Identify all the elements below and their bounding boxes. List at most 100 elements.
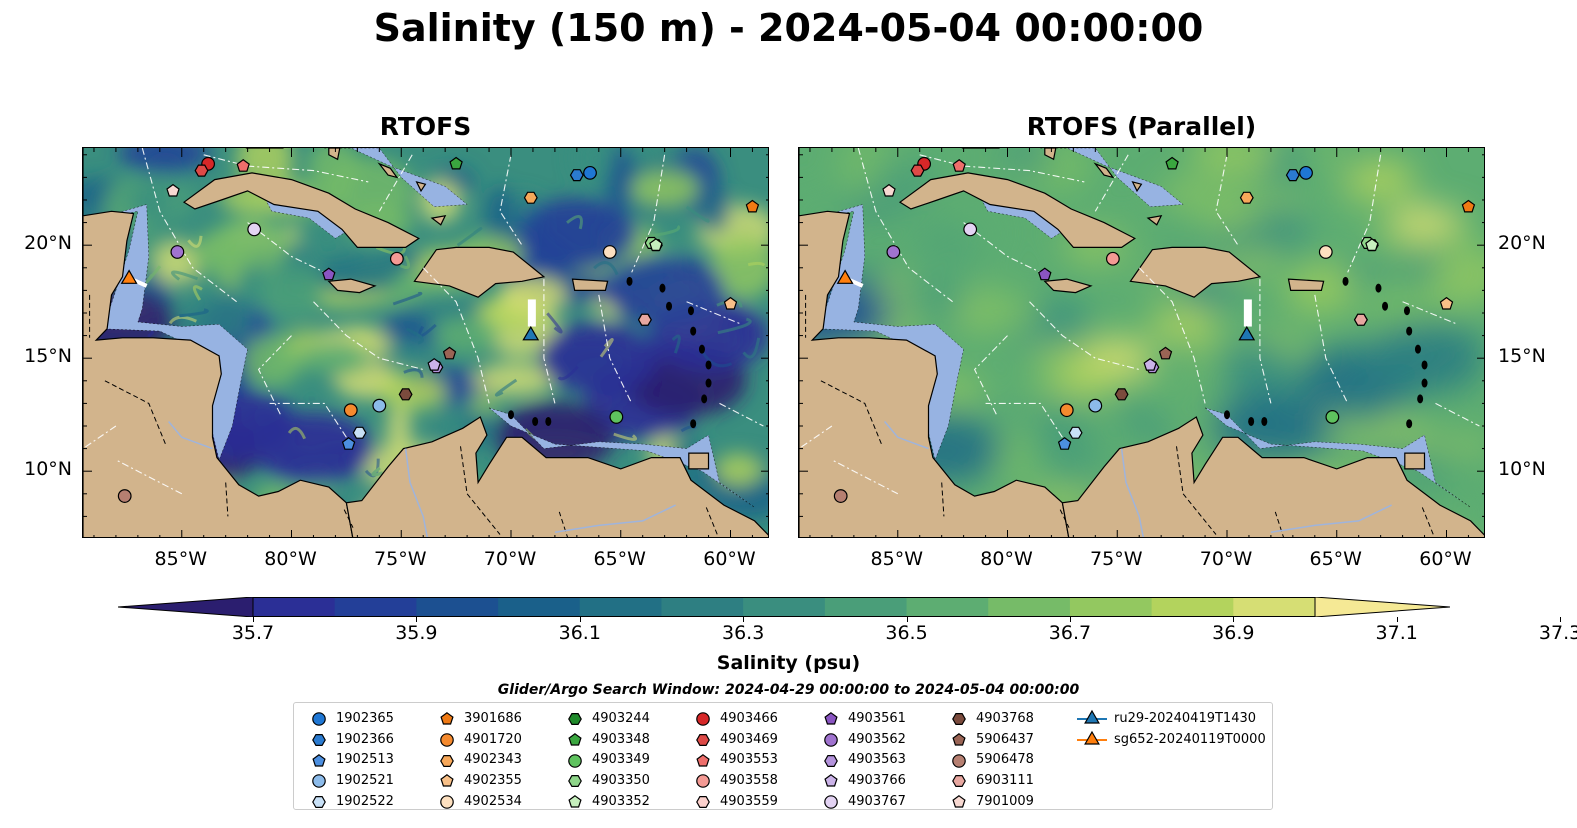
marker-1902365[interactable] <box>583 165 597 180</box>
legend-marker[interactable] <box>1084 710 1100 724</box>
marker-4903767[interactable] <box>963 222 978 237</box>
legend-marker[interactable] <box>824 754 838 767</box>
map-panel-rtofs[interactable] <box>82 147 769 538</box>
marker-4903561[interactable] <box>1038 267 1052 281</box>
legend-marker[interactable] <box>952 753 966 768</box>
marker-4903469[interactable] <box>194 164 209 177</box>
marker-4901720[interactable] <box>343 403 358 418</box>
marker-1902521[interactable] <box>372 398 387 413</box>
observation-markers <box>833 156 1476 503</box>
legend-marker[interactable] <box>696 753 710 767</box>
legend-marker[interactable] <box>568 733 582 746</box>
marker-3901686[interactable] <box>1461 199 1476 213</box>
marker-4902534[interactable] <box>1318 245 1333 259</box>
legend-marker[interactable] <box>312 734 326 747</box>
marker-1902513[interactable] <box>341 437 356 450</box>
marker-4903767[interactable] <box>247 222 262 237</box>
legend-marker[interactable] <box>440 795 454 809</box>
marker-4903561[interactable] <box>322 267 336 281</box>
marker-1902513[interactable] <box>1057 437 1072 450</box>
marker-7901009[interactable] <box>882 183 896 197</box>
legend-column: 4903561 4903562 4903563 4903766 4903767 <box>820 708 906 811</box>
marker-1902366[interactable] <box>1285 169 1300 182</box>
legend-marker[interactable] <box>824 774 838 788</box>
salinity-map[interactable] <box>799 148 1485 538</box>
marker-5906478[interactable] <box>833 489 848 503</box>
colorbar-tick-label: 37.3 <box>1538 622 1577 644</box>
marker-4903562[interactable] <box>886 245 901 259</box>
marker-4903349[interactable] <box>609 410 624 424</box>
legend-marker[interactable] <box>312 753 326 767</box>
marker-4903348[interactable] <box>1165 156 1179 170</box>
marker-4903553[interactable] <box>236 159 250 172</box>
marker-5906437[interactable] <box>442 346 457 360</box>
marker-ru29-20240419T1430[interactable] <box>522 325 540 341</box>
marker-1902365[interactable] <box>1299 165 1313 180</box>
marker-3901686[interactable] <box>745 199 760 213</box>
legend-marker[interactable] <box>824 733 838 747</box>
legend-marker-circle-icon <box>440 795 454 809</box>
marker-4903766[interactable] <box>1143 357 1157 371</box>
legend-marker-circle-icon <box>824 795 838 809</box>
marker-4903352[interactable] <box>649 238 663 251</box>
legend-marker[interactable] <box>568 775 582 788</box>
legend-marker[interactable] <box>568 713 582 726</box>
marker-4903562[interactable] <box>170 245 185 259</box>
marker-7901009[interactable] <box>166 183 180 197</box>
marker-4902343[interactable] <box>523 191 538 204</box>
legend-marker[interactable] <box>568 795 582 808</box>
legend-marker[interactable] <box>696 712 710 727</box>
legend-marker[interactable] <box>952 795 966 808</box>
legend-marker[interactable] <box>952 733 966 746</box>
legend-marker[interactable] <box>312 796 326 809</box>
legend-label: 5906437 <box>976 731 1034 747</box>
legend-column: ru29-20240419T1430 sg652-20240119T0000 <box>1076 708 1266 749</box>
marker-5906437[interactable] <box>1158 346 1173 360</box>
marker-6903111[interactable] <box>637 313 652 326</box>
marker-5906478[interactable] <box>117 489 132 503</box>
legend-marker[interactable] <box>696 734 710 747</box>
legend-label: 4903558 <box>720 772 778 788</box>
marker-4903352[interactable] <box>1365 238 1379 251</box>
marker-4903349[interactable] <box>1325 410 1340 424</box>
legend-marker[interactable] <box>952 775 966 788</box>
marker-1902366[interactable] <box>569 169 584 182</box>
marker-4901720[interactable] <box>1059 403 1074 418</box>
legend-marker[interactable] <box>952 713 966 726</box>
map-panel-rtofs-parallel[interactable] <box>798 147 1485 538</box>
legend-marker[interactable] <box>696 796 710 809</box>
marker-4903766[interactable] <box>427 357 441 371</box>
legend-marker[interactable] <box>312 774 326 789</box>
legend-item: 4902534 <box>436 791 522 812</box>
marker-4903348[interactable] <box>449 156 463 170</box>
marker-sg652-20240119T0000[interactable] <box>120 269 138 284</box>
legend-marker[interactable] <box>696 774 710 789</box>
legend-marker[interactable] <box>440 712 454 725</box>
legend-marker[interactable] <box>568 753 582 768</box>
marker-4902343[interactable] <box>1239 191 1254 204</box>
legend-marker[interactable] <box>824 795 838 809</box>
marker-1902521[interactable] <box>1088 398 1103 413</box>
marker-4902355[interactable] <box>723 296 738 310</box>
marker-6903111[interactable] <box>1353 313 1368 326</box>
marker-1902522[interactable] <box>352 426 367 439</box>
marker-4902534[interactable] <box>602 245 617 259</box>
legend-marker[interactable] <box>1084 730 1100 745</box>
marker-4903553[interactable] <box>952 159 966 172</box>
marker-sg652-20240119T0000[interactable] <box>836 269 854 284</box>
marker-ru29-20240419T1430[interactable] <box>1238 325 1256 341</box>
marker-4903768[interactable] <box>1114 388 1129 401</box>
legend-marker[interactable] <box>440 754 454 767</box>
marker-4903558[interactable] <box>1105 251 1120 266</box>
legend-marker-hexagon-icon <box>952 775 966 788</box>
legend-marker[interactable] <box>440 774 454 788</box>
legend-marker[interactable] <box>824 712 838 725</box>
marker-4902355[interactable] <box>1439 296 1454 310</box>
marker-4903469[interactable] <box>910 164 925 177</box>
marker-4903768[interactable] <box>398 388 413 401</box>
legend-marker[interactable] <box>312 712 326 727</box>
legend-marker[interactable] <box>440 733 454 747</box>
marker-4903558[interactable] <box>389 251 404 266</box>
salinity-map[interactable] <box>83 148 769 538</box>
marker-1902522[interactable] <box>1068 426 1083 439</box>
